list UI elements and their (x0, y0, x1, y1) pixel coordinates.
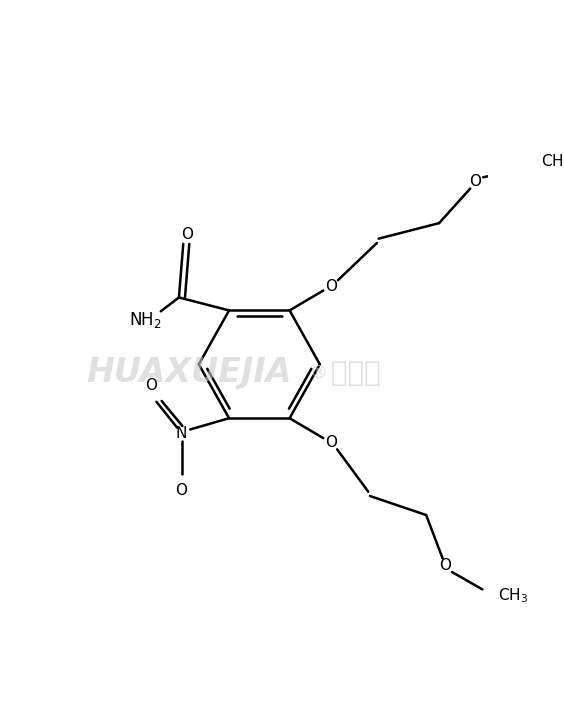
Text: O: O (325, 435, 337, 450)
Text: HUAXUEJIA: HUAXUEJIA (86, 356, 292, 390)
Text: O: O (146, 378, 157, 393)
Text: O: O (325, 279, 337, 294)
Text: O: O (182, 227, 193, 242)
Text: O: O (439, 558, 451, 572)
Text: CH$_3$: CH$_3$ (541, 153, 564, 171)
Text: N: N (176, 426, 187, 441)
Text: O: O (469, 174, 482, 189)
Text: 化学加: 化学加 (321, 359, 380, 387)
Text: CH$_3$: CH$_3$ (498, 586, 528, 605)
Text: NH$_2$: NH$_2$ (129, 310, 162, 330)
Text: O: O (175, 483, 187, 498)
Text: ®: ® (310, 364, 328, 382)
